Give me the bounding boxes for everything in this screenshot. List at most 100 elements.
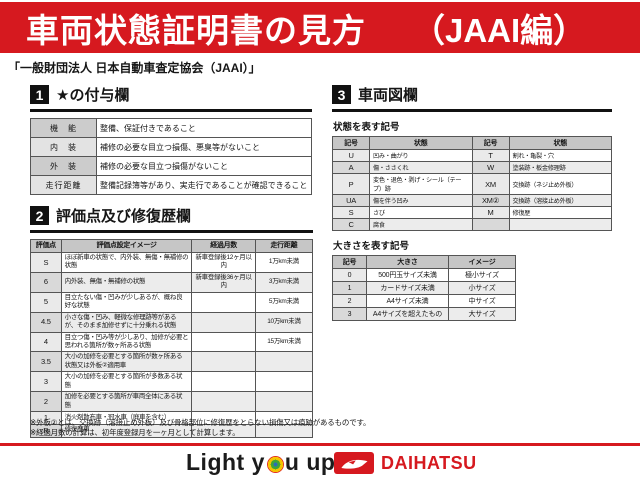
column-header: 経過月数 (191, 239, 256, 253)
table-cell: 傷・ささくれ (369, 161, 473, 174)
daihatsu-d-icon (334, 452, 374, 474)
table-row: R 修復歴車 (30, 423, 314, 438)
table-cell (471, 218, 510, 231)
table-cell: 10万km未満 (254, 311, 314, 333)
table-cell: XM② (471, 194, 510, 207)
table-cell: 5 (30, 291, 62, 313)
table-row: 2 加修を必要とする箇所が車両全体にある状態 (30, 391, 314, 412)
column-header: 評価点設定イメージ (60, 239, 193, 253)
table-cell: 6 (30, 271, 62, 293)
table-cell: カードサイズ未満 (366, 281, 449, 295)
table-cell (191, 311, 256, 333)
column-header: 記号 (471, 136, 510, 150)
table-cell: 外 装 (30, 156, 97, 176)
table-row: S さび M 修復歴 (332, 206, 612, 219)
page-title: 車両状態証明書の見方 (26, 11, 366, 49)
table-cell: 修復歴 (508, 206, 612, 219)
table-header-row: 記号 状態 記号 状態 (332, 136, 612, 150)
table-cell (191, 351, 256, 373)
page-title-edition: （JAAI編） (412, 11, 587, 49)
target-circle-icon (266, 456, 284, 473)
table-cell: 3万km未満 (254, 271, 314, 293)
column-header: 走行距離 (254, 239, 314, 253)
state-symbol-table: 記号 状態 記号 状態 U 凹み・曲がり T 割れ・亀裂・穴 A 傷・ささくれ W 塗装跡・板金修理跡… (332, 136, 612, 231)
table-row: C 腐食 (332, 218, 612, 231)
table-cell: 15万km未満 (254, 331, 314, 353)
table-cell: W (471, 161, 510, 174)
table-cell: 3 (30, 371, 62, 393)
table-cell (191, 291, 256, 313)
column-header: 記号 (332, 255, 367, 269)
table-row: UA 傷を伴う凹み XM② 交換跡（溶接止め外板） (332, 194, 612, 207)
table-cell: 加修を必要とする箇所が車両全体にある状態 (60, 391, 193, 412)
table-cell: U (332, 149, 370, 162)
footnote-line: ※外板②とは、交換跡（溶接止め外板）及び骨格部位に修復歴をとらない損傷又は痕跡が… (30, 418, 371, 427)
table-cell: 5万km未満 (254, 291, 314, 313)
table-cell: 1 (30, 411, 62, 425)
table-cell: 内外装、無傷・無補修の状態 (60, 271, 193, 293)
table-row: 2 A4サイズ未満 中サイズ (332, 294, 516, 308)
table-cell: S (332, 206, 370, 219)
table-row: P 変色・退色・剥げ・シール（テープ）跡 XM 交換跡（ネジ止め外板） (332, 173, 612, 195)
table-cell: 走行距離 (30, 175, 97, 195)
table-cell: 小さな傷・凹み、軽微な修理跡等があるが、そのまま加修せずに十分乗れる状態 (60, 311, 193, 333)
divider-line (0, 443, 640, 446)
section-evaluation: 2 評価点及び修復歴欄 評価点 評価点設定イメージ 経過月数 走行距離 S ほぼ新車の状態… (30, 205, 314, 438)
table-row: A 傷・ささくれ W 塗装跡・板金修理跡 (332, 161, 612, 174)
organization-subtitle: 「一般財団法人 日本自動車査定協会（JAAI）」 (8, 61, 261, 75)
section-number-badge: 1 (30, 85, 49, 104)
section-star-criteria: 1 ★の付与欄 機 能整備、保証付きであること内 装補修の必要な目立つ損傷、悪臭… (30, 84, 312, 195)
table-cell: 大サイズ (448, 307, 516, 321)
section-number-badge: 2 (30, 206, 49, 225)
table-cell: 500円玉サイズ未満 (366, 268, 449, 282)
table-row: 0 500円玉サイズ未満 極小サイズ (332, 268, 516, 282)
table-cell: A (332, 161, 370, 174)
table-cell: 目立たない傷・凹みが少しあるが、概ね良好な状態 (60, 291, 193, 313)
title-banner: 車両状態証明書の見方 （JAAI編） (0, 2, 640, 53)
table-cell: ほぼ新車の状態で、内外装、無傷・無補修の状態 (60, 252, 193, 273)
table-cell: 腐食 (369, 218, 473, 231)
table-cell (254, 391, 314, 412)
table-row: 5 目立たない傷・凹みが少しあるが、概ね良好な状態 5万km未満 (30, 291, 314, 313)
table-row: 1 カードサイズ未満 小サイズ (332, 281, 516, 295)
table-cell: UA (332, 194, 370, 207)
daihatsu-logo: DAIHATSU (334, 452, 477, 474)
table-row: 内 装補修の必要な目立つ損傷、悪臭等がないこと (30, 137, 312, 157)
table-row: 3 A4サイズを超えたもの 大サイズ (332, 307, 516, 321)
table-cell: 補修の必要な目立つ損傷がないこと (96, 156, 312, 176)
size-symbols-label: 大きさを表す記号 (333, 241, 410, 252)
table-cell: 2 (30, 391, 62, 412)
table-cell: 1万km未満 (254, 252, 314, 273)
column-header: 大きさ (366, 255, 449, 269)
evaluation-table: 評価点 評価点設定イメージ 経過月数 走行距離 S ほぼ新車の状態で、内外装、無傷・無補修… (30, 239, 314, 438)
table-row: 外 装補修の必要な目立つ損傷がないこと (30, 156, 312, 176)
table-cell: 極小サイズ (448, 268, 516, 282)
table-row: 1 消火剤散布車・冠水車（廃車を含む） (30, 411, 314, 425)
table-cell: 変色・退色・剥げ・シール（テープ）跡 (369, 173, 473, 195)
table-cell: 傷を伴う凹み (369, 194, 473, 207)
table-cell (254, 423, 314, 438)
table-cell: 2 (332, 294, 367, 308)
section-title: ★の付与欄 (56, 87, 130, 104)
table-cell: XM (471, 173, 510, 195)
star-criteria-table: 機 能整備、保証付きであること内 装補修の必要な目立つ損傷、悪臭等がないこと外 … (30, 118, 312, 195)
column-header: 状態 (508, 136, 612, 150)
table-cell: 塗装跡・板金修理跡 (508, 161, 612, 174)
column-header: 評価点 (30, 239, 62, 253)
table-row: 3.5 大小の加修を必要とする箇所が数ヶ所ある状態又は外板②適用車 (30, 351, 314, 373)
table-row: 3 大小の加修を必要とする箇所が多数ある状態 (30, 371, 314, 393)
table-cell (191, 331, 256, 353)
table-cell: M (471, 206, 510, 219)
table-cell: C (332, 218, 370, 231)
table-row: S ほぼ新車の状態で、内外装、無傷・無補修の状態 新車登録後12ヶ月以内 1万km未満 (30, 252, 314, 273)
column-header: イメージ (448, 255, 516, 269)
table-cell: P (332, 173, 370, 195)
table-cell: A4サイズを超えたもの (366, 307, 449, 321)
state-symbols-label: 状態を表す記号 (333, 122, 400, 133)
table-cell: S (30, 252, 62, 273)
table-cell: 目立つ傷・凹み等が少しあり、加修が必要と思われる箇所が数ヶ所ある状態 (60, 331, 193, 353)
footnote-line: ※経過月数の計算は、初年度登録月を一ヶ月として計算します。 (30, 428, 240, 438)
table-cell: 機 能 (30, 118, 97, 138)
table-cell: 大小の加修を必要とする箇所が数ヶ所ある状態又は外板②適用車 (60, 351, 193, 373)
table-cell: T (471, 149, 510, 162)
